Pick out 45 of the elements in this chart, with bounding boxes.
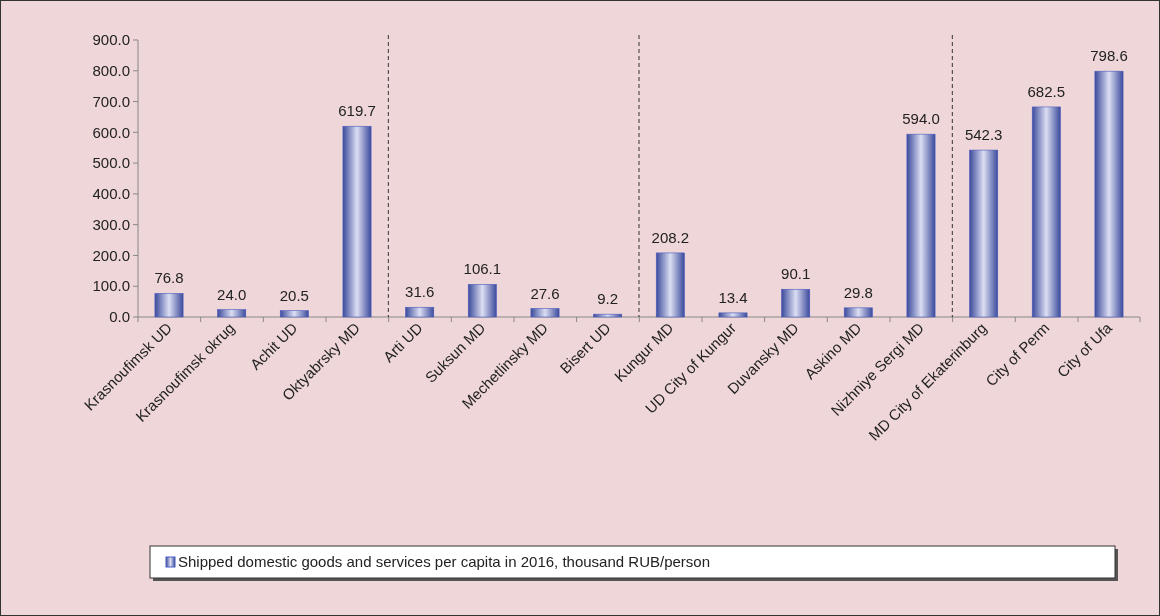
y-tick-label: 0.0 xyxy=(109,308,130,326)
legend-label: Shipped domestic goods and services per capita in 2016, thousand RUB/person xyxy=(178,553,710,571)
bar xyxy=(655,252,685,318)
y-tick-label: 200.0 xyxy=(92,246,130,264)
y-tick-label: 300.0 xyxy=(92,215,130,233)
y-tick-label: 700.0 xyxy=(92,92,130,110)
y-tick-label: 600.0 xyxy=(92,123,130,141)
bar xyxy=(718,312,748,318)
text: 31.6 xyxy=(405,283,435,301)
bar xyxy=(467,284,497,318)
bar xyxy=(843,307,873,318)
y-tick-label: 500.0 xyxy=(92,154,130,172)
text: 542.3 xyxy=(964,126,1003,144)
bar xyxy=(405,306,435,318)
bar xyxy=(217,309,247,318)
x-tick-label: Arti UD xyxy=(379,318,426,366)
y-tick-label: 800.0 xyxy=(92,62,130,80)
bar xyxy=(530,308,560,318)
text: 90.1 xyxy=(781,265,811,283)
text: 24.0 xyxy=(217,285,247,303)
text: 9.2 xyxy=(597,290,619,308)
y-tick-label: 400.0 xyxy=(92,185,130,203)
text: 619.7 xyxy=(338,102,376,120)
text: 13.4 xyxy=(718,288,748,306)
y-tick-label: 100.0 xyxy=(92,277,130,295)
bar xyxy=(1094,70,1124,318)
bar xyxy=(154,293,184,318)
text: 682.5 xyxy=(1027,82,1066,100)
y-tick-label: 900.0 xyxy=(92,31,130,49)
bar xyxy=(593,313,623,318)
text: 20.5 xyxy=(279,286,309,304)
text: 76.8 xyxy=(154,269,184,287)
text: 208.2 xyxy=(651,228,690,246)
bar xyxy=(342,125,372,318)
text: 27.6 xyxy=(530,284,560,302)
text: 29.8 xyxy=(843,283,873,301)
text: 798.6 xyxy=(1090,47,1128,65)
bar xyxy=(969,149,999,318)
bar xyxy=(906,133,936,318)
bar xyxy=(1031,106,1061,318)
bar xyxy=(279,310,309,318)
bar xyxy=(781,288,811,318)
text: 106.1 xyxy=(463,260,502,278)
x-tick-label: City of Ufa xyxy=(1053,318,1116,381)
text: 594.0 xyxy=(902,110,940,128)
